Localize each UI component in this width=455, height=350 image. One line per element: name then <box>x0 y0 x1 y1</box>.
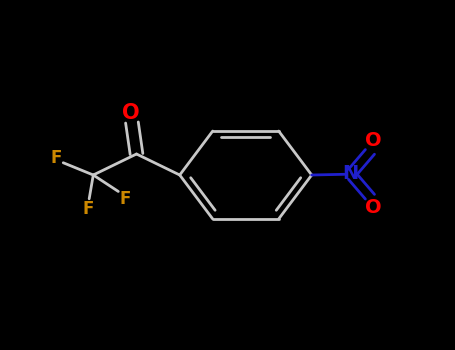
Text: O: O <box>365 131 382 150</box>
Text: O: O <box>122 103 140 124</box>
Text: F: F <box>119 190 131 208</box>
Text: F: F <box>82 200 94 218</box>
Text: N: N <box>343 164 359 183</box>
Text: O: O <box>365 198 382 217</box>
Text: F: F <box>51 149 62 167</box>
